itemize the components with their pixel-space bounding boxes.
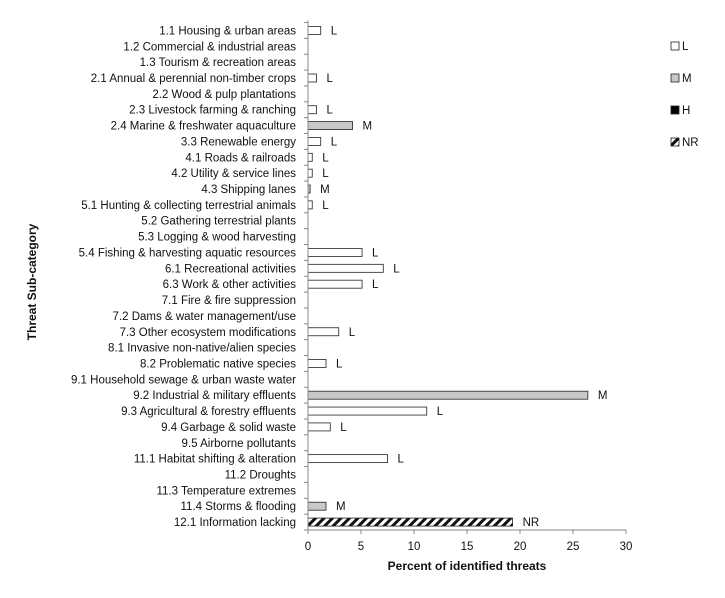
legend-label: L [682,41,689,53]
category-label: 4.1 Roads & railroads [185,152,296,164]
category-label: 5.1 Hunting & collecting terrestrial ani… [81,200,296,212]
bar-level-label: L [322,200,329,212]
legend-label: H [682,105,690,117]
category-label: 2.2 Wood & pulp plantations [152,89,296,101]
category-label: 1.3 Tourism & recreation areas [140,57,297,69]
bar-level-label: L [322,168,329,180]
legend-swatch [670,105,680,115]
bar [307,26,322,35]
bar [307,137,322,146]
legend-label: NR [682,137,699,149]
bar-level-label: M [336,501,346,513]
bar-level-label: L [372,247,379,259]
category-label: 7.2 Dams & water management/use [113,311,296,323]
bar-level-label: L [331,136,338,148]
category-label: 4.2 Utility & service lines [171,168,296,180]
bar [307,168,313,178]
legend-swatch [670,73,680,83]
x-tick-label: 25 [567,541,580,553]
legend-label: M [682,73,692,85]
bar [307,327,340,337]
bar [307,73,317,83]
bar-level-label: NR [523,517,540,529]
y-axis-title: Threat Sub-category [25,223,39,340]
category-label: 1.1 Housing & urban areas [159,25,296,37]
bar-level-label: L [322,152,329,164]
category-label: 12.1 Information lacking [174,517,296,529]
bar [307,406,428,416]
bar-level-label: L [437,406,444,418]
legend-swatch [670,41,680,51]
category-label: 2.1 Annual & perennial non-timber crops [91,73,296,85]
category-label: 1.2 Commercial & industrial areas [123,41,296,53]
bar-level-label: L [340,422,347,434]
x-tick-label: 20 [514,541,527,553]
bars-group [307,26,589,527]
bar [307,454,388,464]
bar-level-label: L [331,25,338,37]
bar [307,501,327,511]
category-label: 11.2 Droughts [225,469,297,481]
bar [307,121,353,130]
category-label: 9.5 Airborne pollutants [182,438,297,450]
bar-level-label: L [398,454,405,466]
x-tick-label: 5 [358,541,364,553]
bar [307,105,317,115]
bar [307,248,363,257]
category-label: 7.1 Fire & fire suppression [162,295,296,307]
category-label: 9.3 Agricultural & forestry effluents [121,406,296,418]
category-label: 6.1 Recreational activities [165,263,296,275]
legend-swatch [670,137,680,147]
category-label: 11.1 Habitat shifting & alteration [134,454,296,466]
bar-level-label: L [349,327,356,339]
category-label: 11.4 Storms & flooding [181,501,297,513]
x-tick-label: 30 [620,541,633,553]
legend: L M H NR [670,41,699,149]
x-tick-label: 10 [408,541,421,553]
bar [307,390,589,400]
category-label: 9.4 Garbage & solid waste [161,422,296,434]
bar-level-label: L [326,73,333,85]
category-label: 5.3 Logging & wood harvesting [138,232,296,244]
category-label: 5.2 Gathering terrestrial plants [141,216,296,228]
bar-level-label: M [363,121,373,133]
category-label: 11.3 Temperature extremes [156,485,296,497]
category-label: 2.4 Marine & freshwater aquaculture [111,121,296,133]
category-label: 8.2 Problematic native species [140,358,296,370]
bar-level-label: L [393,263,400,275]
category-label: 2.3 Livestock farming & ranching [129,105,296,117]
bar-level-label: L [372,279,379,291]
bar [307,263,384,273]
bar [307,200,313,210]
bar-level-label: M [598,390,608,402]
bar [307,279,363,289]
x-tick-label: 15 [461,541,474,553]
category-label: 6.3 Work & other activities [163,279,297,291]
category-label: 7.3 Other ecosystem modifications [120,327,297,339]
x-axis-title: Percent of identified threats [388,559,547,573]
bar-level-label: L [336,358,343,370]
category-label: 8.1 Invasive non-native/alien species [108,343,296,355]
category-label: 4.3 Shipping lanes [201,184,296,196]
bar-level-label: M [320,184,330,196]
category-label: 5.4 Fishing & harvesting aquatic resourc… [79,247,297,259]
bar [307,152,313,162]
bar [307,422,331,432]
bar-level-label: L [326,105,333,117]
x-tick-label: 0 [305,541,311,553]
category-label: 9.2 Industrial & military effluents [133,390,296,402]
axes-group: 0 5 10 15 20 25 30 [304,20,633,553]
category-labels: 1.1 Housing & urban areas 1.2 Commercial … [71,25,296,529]
category-label: 3.3 Renewable energy [181,136,296,148]
category-label: 9.1 Household sewage & urban waste water [71,374,296,386]
bar [307,517,513,527]
bar [307,359,327,368]
